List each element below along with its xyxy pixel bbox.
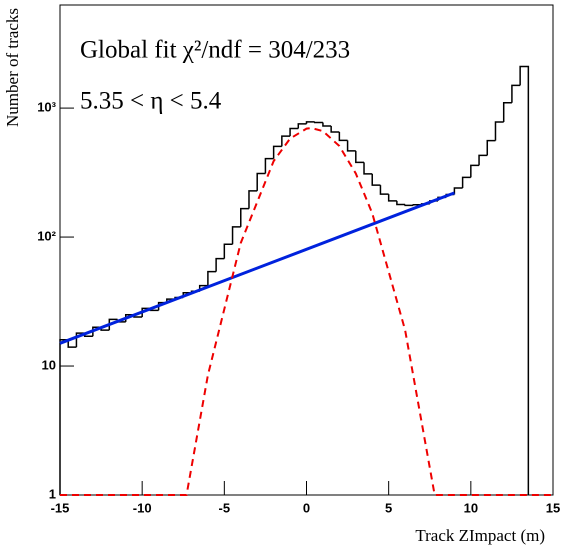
y-tick-label: 10: [42, 357, 56, 372]
histogram-bin: [305, 121, 315, 124]
histogram-bin: [396, 200, 406, 206]
histogram-bin: [379, 185, 389, 195]
histogram-bin: [215, 257, 225, 272]
histogram-bin: [412, 204, 422, 206]
x-tick-label: 5: [385, 500, 392, 515]
histogram-bin: [461, 176, 471, 189]
histogram-bin: [453, 187, 463, 195]
histogram-bin: [281, 135, 291, 147]
histogram-bin: [240, 207, 249, 227]
histogram-bin: [363, 162, 373, 175]
histogram-bin: [231, 226, 241, 245]
histogram-bin: [256, 172, 266, 191]
histogram-bin: [264, 157, 274, 174]
histogram-bin: [322, 122, 332, 127]
y-tick-label: 10²: [37, 228, 56, 243]
histogram-bin: [478, 154, 488, 166]
histogram-bin: [67, 339, 77, 348]
annotation: Global fit χ²/ndf = 304/233: [80, 37, 350, 64]
x-axis-label: Track ZImpact (m): [415, 526, 545, 545]
histogram-bin: [313, 121, 323, 124]
histogram-bin: [470, 164, 480, 178]
histogram-bin: [75, 332, 85, 348]
histogram-bin: [108, 318, 118, 331]
histogram-bin: [519, 65, 530, 495]
histogram-bin: [338, 132, 348, 142]
histogram-bin: [248, 190, 258, 209]
histogram-bin: [494, 121, 504, 141]
fit-line: [60, 127, 553, 496]
x-tick-label: -5: [219, 500, 231, 515]
y-axis-label: Number of tracks: [3, 8, 22, 127]
histogram-bin: [387, 194, 397, 202]
x-tick-label: -15: [51, 500, 70, 515]
histogram-bin: [371, 173, 381, 186]
histogram-bin: [223, 243, 233, 259]
histogram-bin: [404, 204, 414, 207]
histogram-bin: [272, 145, 282, 159]
histogram-bin: [502, 102, 512, 123]
y-tick-label: 10³: [37, 100, 56, 115]
annotation: 5.35 < η < 5.4: [80, 88, 222, 115]
histogram-bin: [59, 338, 69, 495]
histogram-bin: [330, 126, 340, 133]
x-tick-label: -10: [133, 500, 152, 515]
histogram-bin: [486, 139, 496, 156]
histogram-bin: [289, 127, 299, 137]
x-tick-label: 15: [546, 500, 560, 515]
histogram-bin: [207, 270, 217, 286]
histogram-bin: [511, 84, 521, 103]
histogram-bin: [297, 123, 307, 129]
x-tick-label: 0: [303, 500, 310, 515]
histogram-bin: [346, 140, 356, 152]
histogram-bin: [355, 150, 365, 164]
y-tick-label: 1: [49, 486, 56, 501]
x-tick-label: 10: [464, 500, 478, 515]
fit-line: [59, 191, 455, 345]
